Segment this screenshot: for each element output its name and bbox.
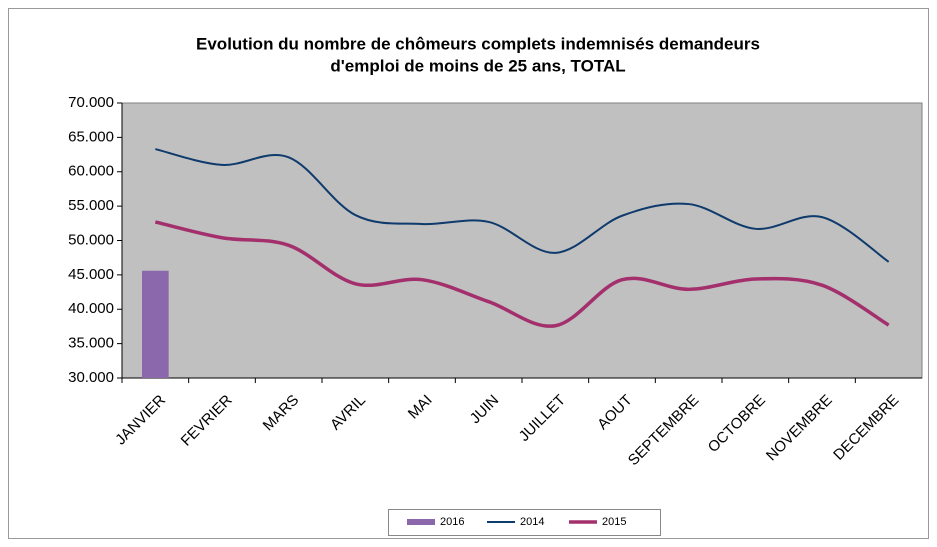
chart-title: d'emploi de moins de 25 ans, TOTAL [330,56,625,75]
y-tick-label: 70.000 [68,94,114,111]
line [154,220,890,328]
legend-label: 2015 [602,516,626,528]
y-tick-label: 30.000 [68,369,114,386]
legend-label: 2014 [520,516,544,528]
y-tick-label: 55.000 [68,197,114,214]
y-tick-label: 40.000 [68,300,114,317]
line [155,148,890,263]
y-tick-label: 50.000 [68,231,114,248]
chart-title: Evolution du nombre de chômeurs complets… [196,34,760,53]
y-tick-label: 45.000 [68,266,114,283]
y-tick-label: 35.000 [68,335,114,352]
legend-label: 2016 [440,516,464,528]
y-tick-label: 60.000 [68,163,114,180]
y-tick-label: 65.000 [68,128,114,145]
legend-swatch [407,519,435,525]
bar [142,270,169,378]
